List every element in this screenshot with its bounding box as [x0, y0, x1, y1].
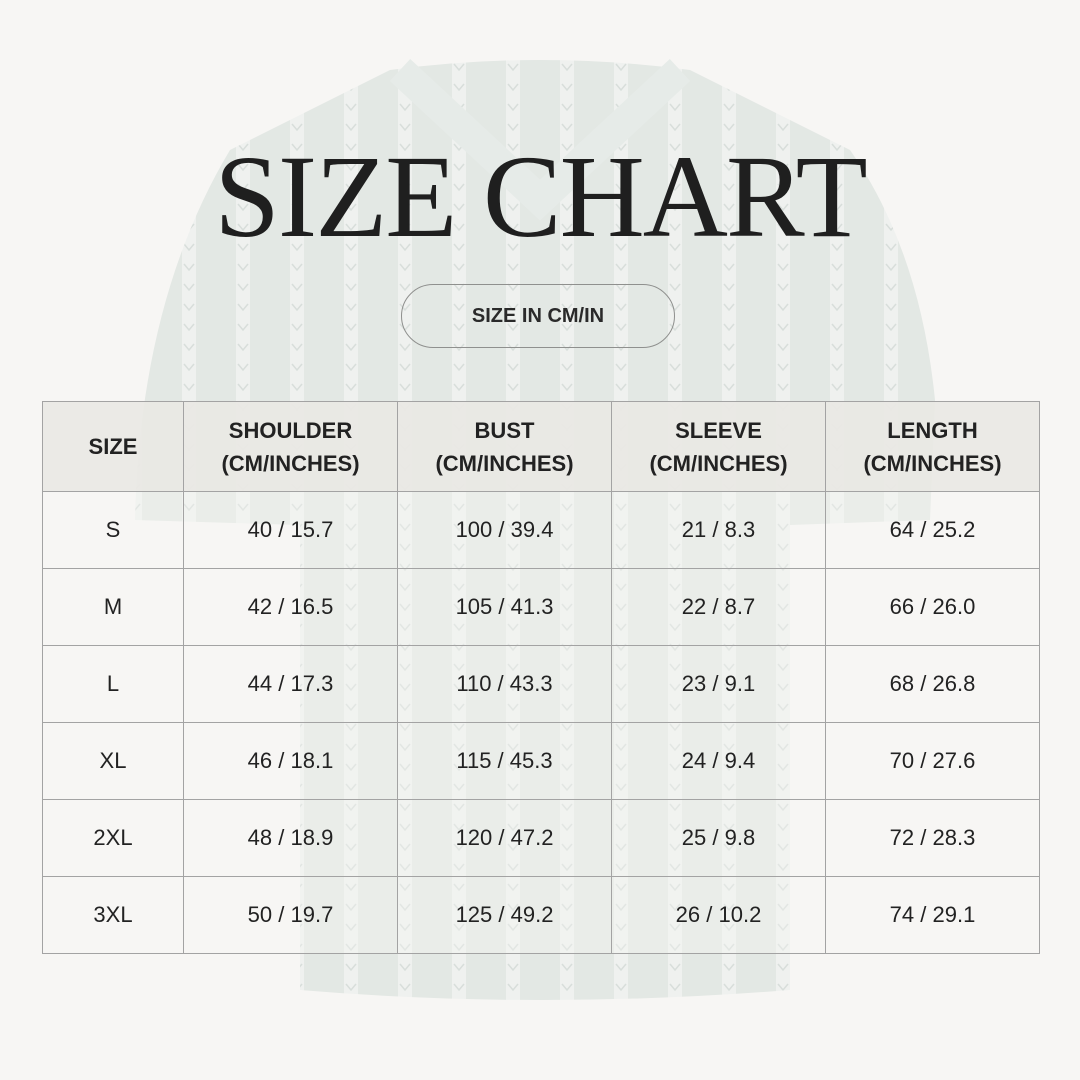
- table-row: 3XL 50 / 19.7 125 / 49.2 26 / 10.2 74 / 29.1: [42, 876, 1040, 954]
- size-table: SIZE SHOULDER (CM/INCHES) BUST (CM/INCHES) SL…: [42, 401, 1040, 954]
- measurement-cell: 70 / 27.6: [825, 722, 1040, 800]
- page-title: SIZE CHART: [214, 131, 867, 262]
- measurement-cell: 42 / 16.5: [183, 568, 398, 646]
- measurement-cell: 21 / 8.3: [611, 491, 826, 569]
- measurement-cell: 22 / 8.7: [611, 568, 826, 646]
- measurement-cell: 50 / 19.7: [183, 876, 398, 954]
- column-header: SHOULDER (CM/INCHES): [183, 401, 398, 492]
- column-header: LENGTH (CM/INCHES): [825, 401, 1040, 492]
- size-cell: S: [42, 491, 184, 569]
- size-cell: 3XL: [42, 876, 184, 954]
- column-header-line: LENGTH: [887, 417, 978, 443]
- column-header-line: BUST: [474, 417, 535, 443]
- measurement-cell: 44 / 17.3: [183, 645, 398, 723]
- column-header-line: SIZE: [88, 434, 138, 459]
- table-row: 2XL 48 / 18.9 120 / 47.2 25 / 9.8 72 / 28.3: [42, 799, 1040, 877]
- measurement-cell: 68 / 26.8: [825, 645, 1040, 723]
- measurement-cell: 48 / 18.9: [183, 799, 398, 877]
- table-row: S 40 / 15.7 100 / 39.4 21 / 8.3 64 / 25.2: [42, 491, 1040, 569]
- measurement-cell: 125 / 49.2: [397, 876, 612, 954]
- size-cell: L: [42, 645, 184, 723]
- table-row: M 42 / 16.5 105 / 41.3 22 / 8.7 66 / 26.0: [42, 568, 1040, 646]
- measurement-cell: 25 / 9.8: [611, 799, 826, 877]
- measurement-cell: 23 / 9.1: [611, 645, 826, 723]
- measurement-cell: 24 / 9.4: [611, 722, 826, 800]
- measurement-cell: 120 / 47.2: [397, 799, 612, 877]
- column-header: BUST (CM/INCHES): [397, 401, 612, 492]
- column-header: SLEEVE (CM/INCHES): [611, 401, 826, 492]
- column-header-line: (CM/INCHES): [649, 450, 788, 476]
- column-header-line: (CM/INCHES): [221, 450, 360, 476]
- table-header-row: SIZE SHOULDER (CM/INCHES) BUST (CM/INCHES) SL…: [42, 401, 1040, 492]
- measurement-cell: 115 / 45.3: [397, 722, 612, 800]
- measurement-cell: 66 / 26.0: [825, 568, 1040, 646]
- size-cell: M: [42, 568, 184, 646]
- measurement-cell: 74 / 29.1: [825, 876, 1040, 954]
- measurement-cell: 72 / 28.3: [825, 799, 1040, 877]
- measurement-cell: 110 / 43.3: [397, 645, 612, 723]
- measurement-cell: 64 / 25.2: [825, 491, 1040, 569]
- size-cell: XL: [42, 722, 184, 800]
- measurement-cell: 40 / 15.7: [183, 491, 398, 569]
- table-row: XL 46 / 18.1 115 / 45.3 24 / 9.4 70 / 27.6: [42, 722, 1040, 800]
- measurement-cell: 105 / 41.3: [397, 568, 612, 646]
- column-header-line: (CM/INCHES): [435, 450, 574, 476]
- column-header-line: SLEEVE: [675, 417, 762, 443]
- measurement-cell: 26 / 10.2: [611, 876, 826, 954]
- size-cell: 2XL: [42, 799, 184, 877]
- measurement-cell: 46 / 18.1: [183, 722, 398, 800]
- measurement-cell: 100 / 39.4: [397, 491, 612, 569]
- column-header: SIZE: [42, 401, 184, 492]
- column-header-line: (CM/INCHES): [863, 450, 1002, 476]
- column-header-line: SHOULDER: [228, 417, 353, 443]
- unit-toggle-button[interactable]: SIZE IN CM/IN: [401, 284, 675, 348]
- table-row: L 44 / 17.3 110 / 43.3 23 / 9.1 68 / 26.8: [42, 645, 1040, 723]
